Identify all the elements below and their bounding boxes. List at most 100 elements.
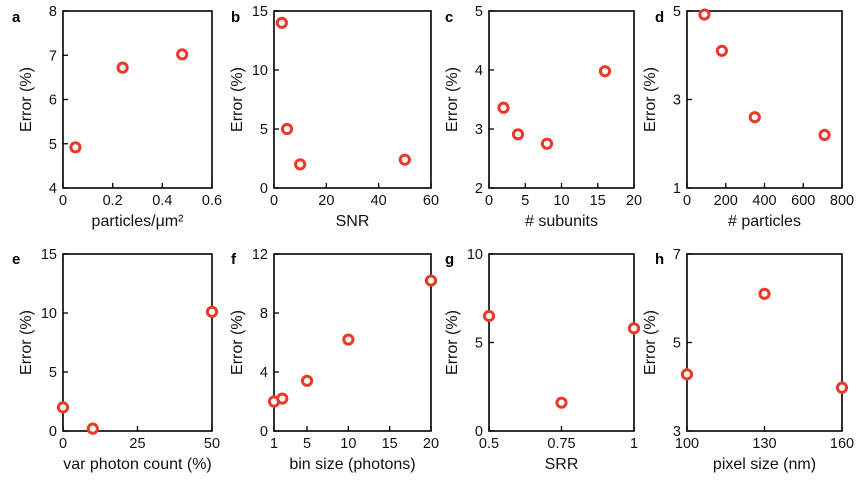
data-point [275, 16, 288, 29]
data-point [497, 101, 510, 114]
data-point [424, 274, 438, 287]
y-tick-label: 3 [673, 424, 681, 440]
panel-h: h 100 130 160 3 5 7 pixel size (nm) Error (%) [642, 247, 854, 473]
panel-letter: f [231, 251, 237, 268]
panel-letter: b [231, 9, 240, 26]
y-tick-label: 4 [260, 365, 268, 381]
y-axis-label: Error (%) [18, 67, 35, 132]
data-point [748, 111, 761, 124]
y-tick-label: 1 [673, 181, 681, 197]
panel-e: e 0 25 50 0 5 10 15 var photon count (%) Error (%… [12, 247, 220, 473]
data-point [835, 381, 849, 394]
y-tick-label: 5 [260, 122, 268, 138]
x-tick-label: 160 [830, 436, 854, 452]
y-tick-label: 10 [41, 306, 57, 322]
panel-a: a 0 0.2 0.4 0.6 4 5 6 7 8 particles/μm² Error (%) [12, 4, 222, 230]
plot-frame [686, 253, 843, 432]
panel-b: b 0 20 40 60 0 5 10 15 SNR Error (%) [229, 4, 439, 230]
y-tick-label: 5 [475, 4, 483, 20]
x-tick-label: 1 [270, 436, 278, 452]
y-tick-label: 10 [467, 247, 483, 263]
x-tick-label: 100 [675, 436, 699, 452]
data-point [342, 333, 355, 346]
x-tick-label: 5 [303, 436, 311, 452]
x-tick-label: 20 [423, 436, 439, 452]
data-point [69, 141, 82, 154]
y-axis-label: Error (%) [229, 310, 246, 375]
plot-frame [686, 10, 843, 189]
data-point [540, 137, 554, 150]
x-tick-label: 5 [521, 193, 529, 209]
data-point [56, 401, 70, 414]
y-tick-label: 4 [49, 181, 57, 197]
panel-letter: d [655, 9, 664, 26]
y-tick-label: 5 [49, 365, 57, 381]
plot-frame [62, 10, 213, 189]
data-point [116, 61, 129, 74]
x-tick-label: 10 [340, 436, 356, 452]
y-tick-label: 15 [41, 247, 57, 263]
panel-c: c 0 5 10 15 20 2 3 4 5 # subunits Error (%) [444, 4, 642, 230]
data-point [818, 128, 831, 141]
x-tick-label: 200 [714, 193, 738, 209]
y-tick-label: 5 [49, 137, 57, 153]
panel-letter: h [655, 251, 664, 268]
x-tick-label: 0 [270, 193, 278, 209]
x-tick-label: 0.4 [152, 193, 172, 209]
data-point [205, 305, 219, 318]
plot-frame [62, 253, 213, 432]
y-tick-label: 5 [673, 4, 681, 20]
x-tick-label: 0 [683, 193, 691, 209]
panel-letter: a [12, 9, 21, 26]
plot-frame [273, 253, 432, 432]
y-axis-label: Error (%) [642, 67, 659, 132]
y-tick-label: 10 [252, 63, 268, 79]
x-axis-label: bin size (photons) [289, 456, 415, 473]
y-tick-label: 8 [260, 306, 268, 322]
y-tick-label: 7 [673, 247, 681, 263]
x-tick-label: 0 [485, 193, 493, 209]
y-tick-label: 7 [49, 48, 57, 64]
y-tick-label: 5 [475, 336, 483, 352]
data-point [276, 392, 289, 405]
x-tick-label: 25 [129, 436, 145, 452]
panel-letter: e [12, 251, 20, 268]
y-tick-label: 12 [252, 247, 268, 263]
x-tick-label: 1 [630, 436, 638, 452]
y-tick-label: 4 [475, 63, 483, 79]
y-axis-label: Error (%) [229, 67, 246, 132]
x-tick-label: 600 [791, 193, 815, 209]
x-tick-label: 0 [59, 193, 67, 209]
data-point [627, 322, 641, 335]
y-tick-label: 0 [475, 424, 483, 440]
x-axis-label: SRR [545, 456, 579, 473]
x-tick-label: 20 [626, 193, 642, 209]
y-tick-label: 0 [260, 424, 268, 440]
y-axis-label: Error (%) [444, 310, 461, 375]
y-tick-label: 8 [49, 4, 57, 20]
data-point [294, 158, 307, 171]
data-point [680, 368, 694, 381]
x-tick-label: 40 [371, 193, 387, 209]
data-point [598, 65, 612, 78]
data-point [398, 153, 411, 166]
y-tick-label: 15 [252, 4, 268, 20]
x-axis-label: pixel size (nm) [713, 456, 816, 473]
x-tick-label: 130 [752, 436, 776, 452]
data-point [698, 8, 711, 21]
x-tick-label: 15 [590, 193, 606, 209]
x-tick-label: 0.6 [202, 193, 222, 209]
data-point [758, 287, 771, 300]
y-axis-label: Error (%) [642, 310, 659, 375]
data-point [555, 396, 568, 409]
y-tick-label: 2 [475, 181, 483, 197]
y-axis-label: Error (%) [18, 310, 35, 375]
x-tick-label: 50 [204, 436, 220, 452]
x-tick-label: 0.75 [547, 436, 575, 452]
x-tick-label: 0 [59, 436, 67, 452]
x-tick-label: 800 [830, 193, 854, 209]
plot-frame [273, 10, 432, 189]
